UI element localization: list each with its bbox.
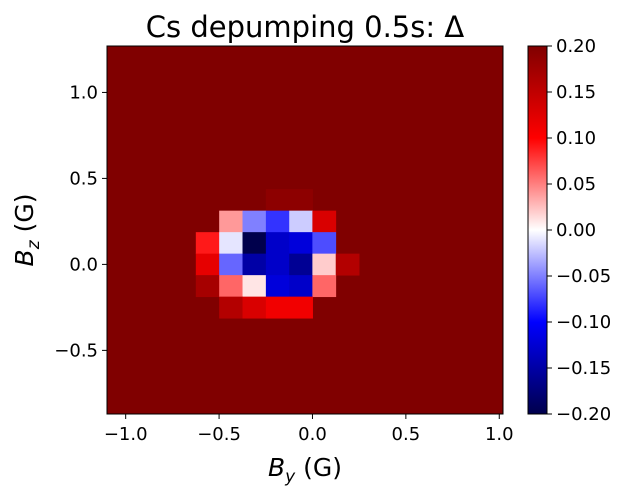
chart-title: Cs depumping 0.5s: Δ xyxy=(146,10,465,44)
colorbar-tick-label: 0.05 xyxy=(556,174,596,195)
x-axis-label-unit: (G) xyxy=(295,453,342,482)
heatmap-cell xyxy=(335,253,360,276)
heatmap-cell xyxy=(265,296,290,319)
heatmap-cell xyxy=(289,210,313,233)
heatmap-cell xyxy=(219,210,243,233)
heatmap-cell xyxy=(242,275,267,298)
heatmap-cell xyxy=(289,253,313,276)
heatmap-cell xyxy=(242,210,267,233)
heatmap-cell xyxy=(195,253,220,276)
heatmap-cell xyxy=(219,275,243,298)
colorbar-tick-label: −0.05 xyxy=(556,266,611,287)
x-tick-label: −1.0 xyxy=(104,424,148,445)
colorbar-tick-label: 0.00 xyxy=(556,220,596,241)
heatmap-cell xyxy=(312,210,337,233)
colorbar-ticks: −0.20 −0.15 −0.10 −0.05 0.00 0.05 0.10 0.15 0.20 xyxy=(547,36,611,425)
heatmap-cell xyxy=(312,253,337,276)
heatmap-cell xyxy=(312,275,337,298)
colorbar-tick-label: 0.10 xyxy=(556,128,596,149)
x-tick-label: 0.5 xyxy=(392,424,421,445)
y-tick-label: 0.0 xyxy=(69,254,98,275)
heatmap-cell xyxy=(289,232,313,255)
plot-frame xyxy=(106,45,504,415)
colorbar-tick-label: 0.15 xyxy=(556,82,596,103)
x-axis-label-sub: y xyxy=(284,467,296,487)
x-axis-label-main: B xyxy=(268,453,285,482)
x-axis-ticks: −1.0 −0.5 0.0 0.5 1.0 xyxy=(104,414,514,445)
heatmap-cell xyxy=(242,232,267,255)
heatmap-cell xyxy=(265,275,290,298)
heatmap-cell xyxy=(195,232,220,255)
heatmap-cell xyxy=(242,253,267,276)
y-axis-label-sub: z xyxy=(24,239,44,250)
heatmap-cell xyxy=(265,232,290,255)
heatmap-cell xyxy=(312,232,337,255)
y-axis-label-main: B xyxy=(10,249,39,266)
heatmap-cell xyxy=(195,275,220,298)
x-tick-label: 1.0 xyxy=(485,424,514,445)
colorbar-tick-label: −0.20 xyxy=(556,404,611,425)
heatmap-cell xyxy=(242,296,267,319)
heatmap-cell xyxy=(219,232,243,255)
heatmap-cell xyxy=(219,296,243,319)
x-tick-label: −0.5 xyxy=(197,424,241,445)
colorbar: −0.20 −0.15 −0.10 −0.05 0.00 0.05 0.10 0.15 0.20 xyxy=(527,36,611,425)
heatmap-cell xyxy=(265,210,290,233)
colorbar-tick-label: 0.20 xyxy=(556,36,596,57)
colorbar-tick-label: −0.15 xyxy=(556,358,611,379)
y-tick-label: 1.0 xyxy=(69,82,98,103)
plot-area xyxy=(106,45,504,415)
colorbar-gradient xyxy=(528,46,547,414)
x-tick-label: 0.0 xyxy=(298,424,327,445)
y-axis-label-unit: (G) xyxy=(10,194,39,241)
y-axis-label: Bz (G) xyxy=(10,194,44,267)
heatmap-cell xyxy=(242,189,267,212)
heatmap-cell xyxy=(265,189,290,212)
heatmap-cell xyxy=(265,253,290,276)
heatmap-cells xyxy=(195,189,360,319)
heatmap-cell xyxy=(289,275,313,298)
heatmap-cell xyxy=(289,296,313,319)
x-axis-label: By (G) xyxy=(268,453,342,487)
heatmap-cell xyxy=(289,189,313,212)
y-tick-label: 0.5 xyxy=(69,168,98,189)
heatmap-cell xyxy=(219,253,243,276)
colorbar-tick-label: −0.10 xyxy=(556,312,611,333)
y-axis-ticks: −0.5 0.0 0.5 1.0 xyxy=(54,82,107,361)
y-tick-label: −0.5 xyxy=(54,340,98,361)
